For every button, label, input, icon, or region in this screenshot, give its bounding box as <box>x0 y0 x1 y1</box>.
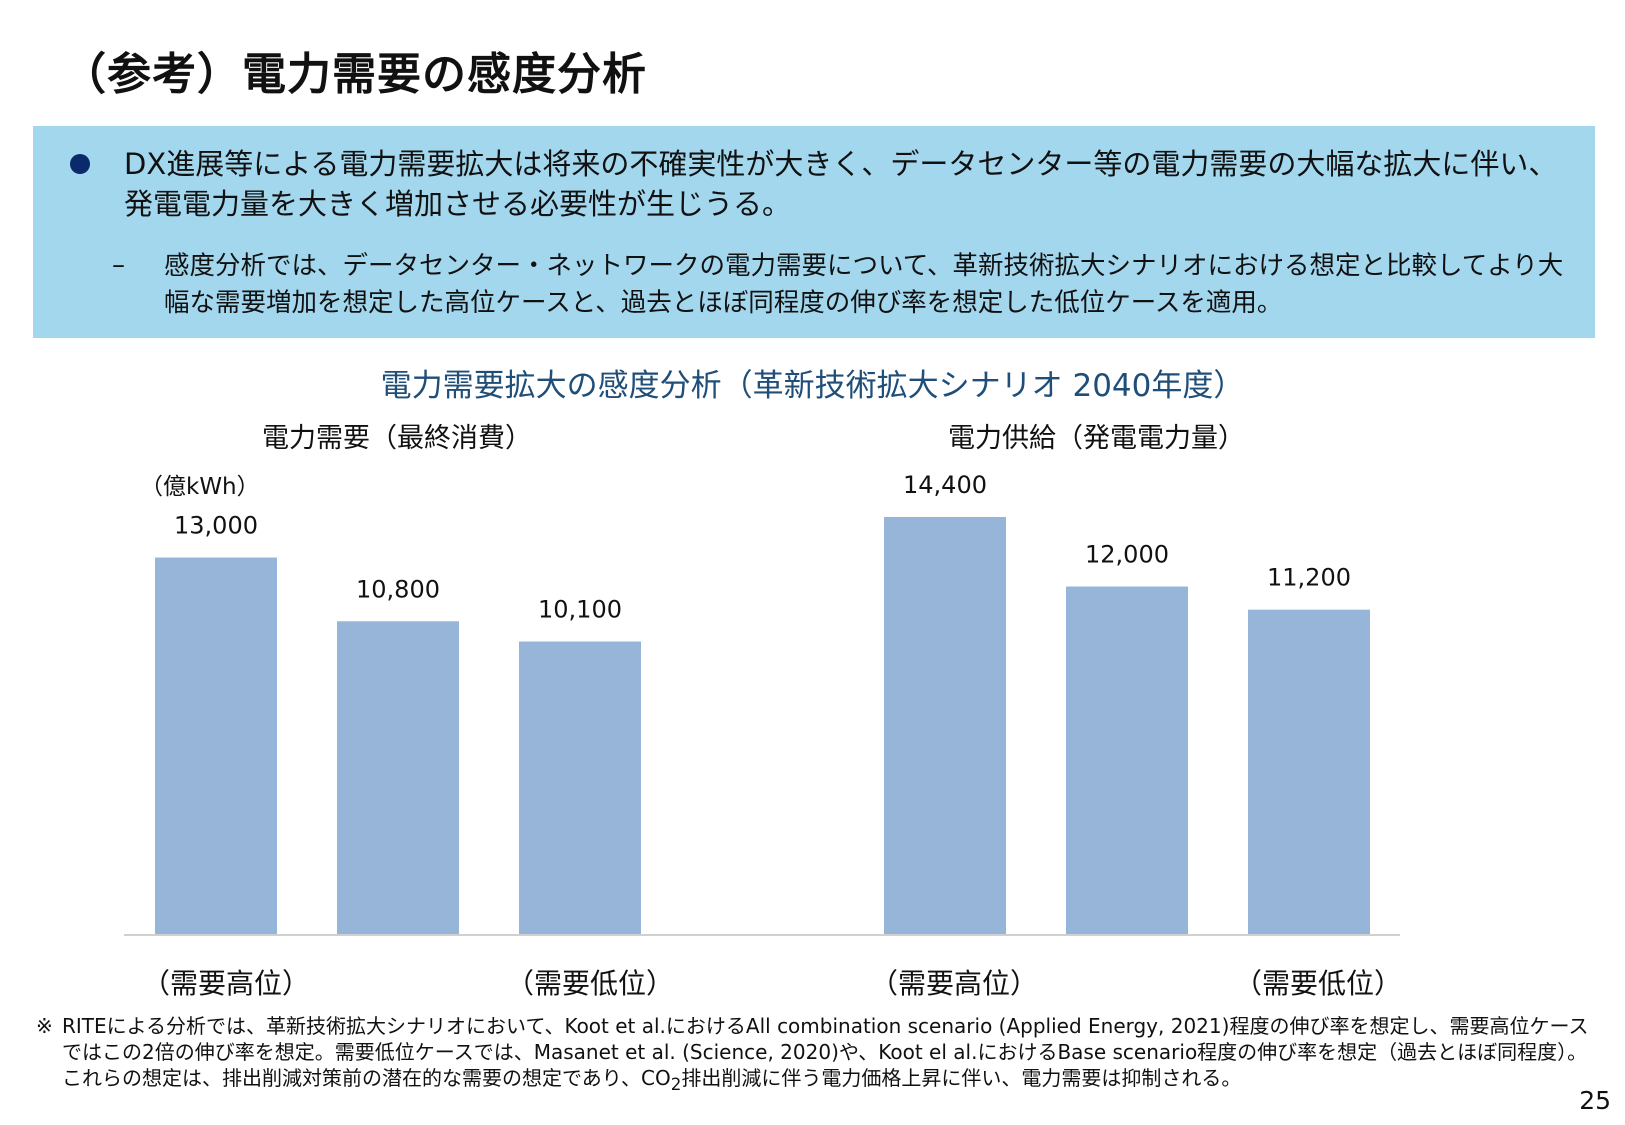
chart-title: 電力需要拡大の感度分析（革新技術拡大シナリオ 2040年度） <box>380 368 1245 404</box>
data-label-panel2-2: 12,000 <box>1085 541 1169 569</box>
category-label-supply-high: （需要高位） <box>870 967 1039 1000</box>
bar-panel2-1 <box>884 517 1006 934</box>
footnote-text-end: 排出削減に伴う電力価格上昇に伴い、電力需要は抑制される。 <box>681 1066 1242 1090</box>
data-label-panel1-2: 10,800 <box>356 575 440 603</box>
summary-bullet: DX進展等による電力需要拡大は将来の不確実性が大きく、データセンター等の電力需要… <box>124 147 1558 221</box>
category-label-demand-low: （需要低位） <box>506 967 675 1000</box>
bar-panel1-2 <box>337 621 459 934</box>
page-number: 25 <box>1579 1086 1611 1115</box>
summary-subpoint: 感度分析では、データセンター・ネットワークの電力需要について、革新技術拡大シナリ… <box>164 251 1564 318</box>
page-title: （参考）電力需要の感度分析 <box>62 49 647 100</box>
unit-label: （億kWh） <box>140 474 260 500</box>
bar-panel2-3 <box>1248 609 1370 934</box>
footnote-body: RITEによる分析では、革新技術拡大シナリオにおいて、Koot et al.にお… <box>62 1013 1592 1098</box>
data-label-panel1-1: 13,000 <box>174 512 258 540</box>
bullet-icon <box>70 154 90 174</box>
dash-icon: – <box>112 250 125 280</box>
bar-panel1-3 <box>519 641 641 934</box>
bar-panel2-2 <box>1066 586 1188 934</box>
footnote-mark: ※ <box>36 1014 53 1038</box>
bar-panel1-1 <box>155 557 277 934</box>
footnote-text: RITEによる分析では、革新技術拡大シナリオにおいて、Koot et al.にお… <box>62 1014 1589 1090</box>
category-label-demand-high: （需要高位） <box>142 967 311 1000</box>
footnote-subscript: 2 <box>670 1075 682 1094</box>
panel-title-supply: 電力供給（発電電力量） <box>948 423 1245 454</box>
data-label-panel2-3: 11,200 <box>1267 564 1351 592</box>
data-label-panel1-3: 10,100 <box>538 596 622 624</box>
panel-title-demand: 電力需要（最終消費） <box>262 423 532 454</box>
category-label-supply-low: （需要低位） <box>1234 967 1403 1000</box>
data-label-panel2-1: 14,400 <box>903 471 987 499</box>
summary-box <box>33 126 1595 338</box>
